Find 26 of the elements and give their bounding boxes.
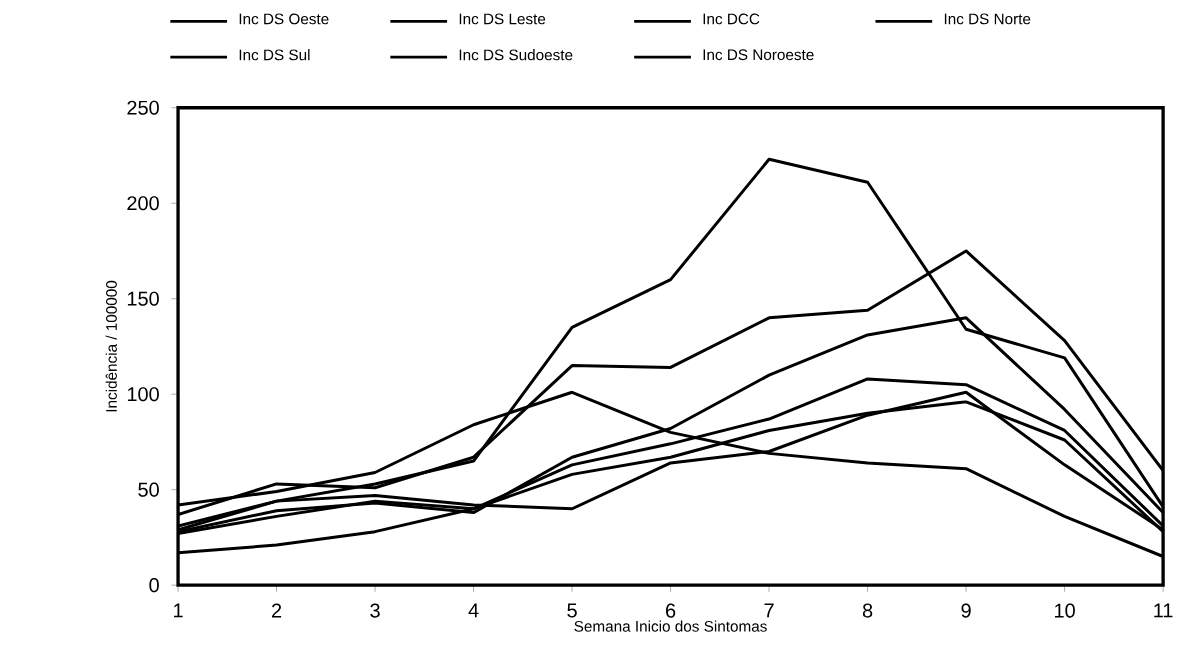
y-tick-label: 200 bbox=[127, 196, 159, 211]
legend-label: Inc DS Noroeste bbox=[703, 49, 814, 61]
legend-label: Inc DS Sul bbox=[239, 49, 310, 61]
legend-label: Inc DS Norte bbox=[944, 13, 1031, 25]
legend-label: Inc DCC bbox=[703, 13, 760, 25]
x-tick-label: 11 bbox=[1154, 603, 1173, 618]
x-tick-label: 5 bbox=[567, 603, 577, 618]
y-tick-label: 100 bbox=[127, 387, 159, 402]
y-tick-label: 50 bbox=[138, 482, 159, 497]
x-tick-label: 1 bbox=[174, 603, 183, 618]
legend-label: Inc DS Oeste bbox=[239, 13, 329, 25]
x-tick-label: 9 bbox=[961, 603, 971, 618]
x-tick-label: 3 bbox=[370, 603, 380, 618]
x-tick-label: 2 bbox=[272, 603, 282, 618]
y-tick-label: 0 bbox=[149, 578, 159, 593]
legend-label: Inc DS Leste bbox=[459, 13, 546, 25]
x-tick-label: 6 bbox=[666, 603, 676, 618]
y-tick-label: 250 bbox=[127, 100, 159, 115]
x-tick-label: 10 bbox=[1055, 603, 1075, 618]
x-axis-title: Semana Inicio dos Sintomas bbox=[574, 620, 767, 632]
x-tick-label: 7 bbox=[764, 603, 774, 618]
legend-label: Inc DS Sudoeste bbox=[459, 49, 573, 61]
x-tick-label: 8 bbox=[862, 603, 873, 618]
y-tick-label: 150 bbox=[127, 291, 159, 306]
x-tick-label: 4 bbox=[468, 603, 479, 618]
y-axis-title: Incidência / 100000 bbox=[105, 280, 117, 412]
